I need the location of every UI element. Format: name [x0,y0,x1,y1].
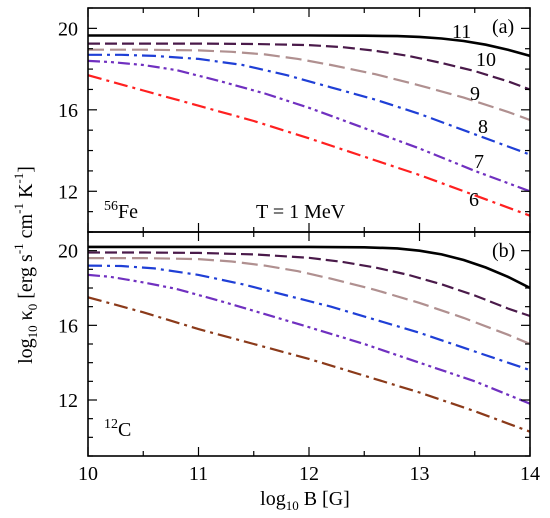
annotation: 56Fe [104,199,138,223]
y-tick-label: 20 [58,241,78,263]
y-axis-label: log10 κ0 [erg s-1 cm-1 K-1] [11,166,40,364]
x-tick-label: 11 [189,463,208,485]
series-line-3 [88,257,530,346]
y-tick-label: 16 [58,315,78,337]
y-tick-label: 12 [58,181,78,203]
series-group [88,34,530,217]
series-line-10 [88,42,530,91]
series-line-7 [88,59,530,193]
annotation: T = 1 MeV [256,201,346,223]
series-line-8 [88,53,530,156]
series-line-9 [88,48,530,122]
series-line-11 [88,34,530,58]
panel-label: (a) [492,16,514,38]
x-tick-label: 10 [78,463,98,485]
series-label-10: 10 [476,49,496,71]
plot-frame [87,231,531,457]
x-tick-label: 13 [410,463,430,485]
panel-b: 12 16 20 10 11 12 13 14 (b) 12C [58,231,540,485]
series-line-5 [88,273,530,405]
y-tick-label: 12 [58,390,78,412]
x-tick-label: 12 [299,463,319,485]
series-group [88,245,530,433]
svg-text:log10 κ0 [erg s-1 cm-1 K-1]: log10 κ0 [erg s-1 cm-1 K-1] [11,166,40,364]
panel-label: (b) [492,240,515,262]
series-label-6: 6 [469,189,479,211]
series-line-6 [88,74,530,217]
series-label-7: 7 [474,151,484,173]
y-tick-label: 16 [58,100,78,122]
y-tick-label: 20 [58,18,78,40]
series-line-2 [88,251,530,318]
series-line-1 [88,245,530,290]
series-line-4 [88,264,530,372]
x-axis-label: log10 B [G] [260,488,350,513]
x-tick-label: 14 [520,463,540,485]
series-label-9: 9 [470,83,480,105]
annotation: 12C [104,417,131,441]
series-label-11: 11 [452,21,471,43]
series-label-8: 8 [478,116,488,138]
svg-text:log10 B [G]: log10 B [G] [260,488,350,513]
series-line-6 [88,296,530,433]
